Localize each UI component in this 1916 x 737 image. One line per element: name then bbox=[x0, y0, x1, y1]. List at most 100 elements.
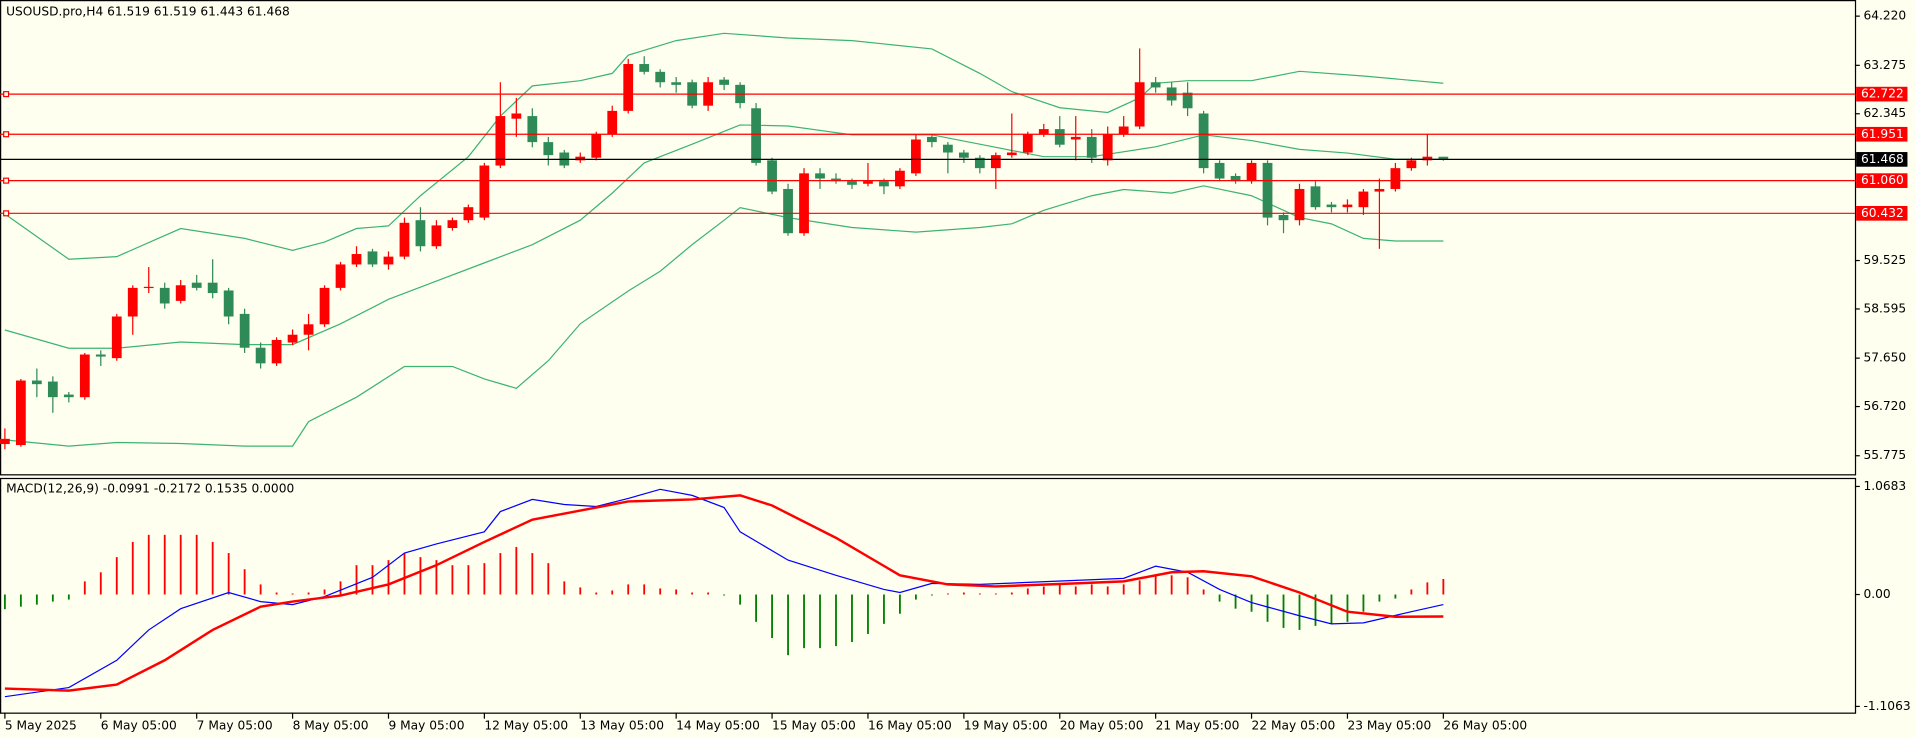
x-tick-label: 21 May 05:00 bbox=[1156, 718, 1240, 732]
candle-body bbox=[383, 256, 394, 265]
candle-body bbox=[847, 181, 857, 185]
x-tick-label: 26 May 05:00 bbox=[1443, 718, 1527, 732]
candle-body bbox=[879, 181, 889, 187]
candle-body bbox=[591, 134, 602, 158]
candle-body bbox=[527, 116, 538, 143]
candle-body bbox=[1198, 113, 1209, 169]
candle-body bbox=[799, 173, 809, 234]
candle-body bbox=[303, 324, 314, 335]
candle-body bbox=[942, 144, 953, 153]
price-label: 61.951 bbox=[1861, 127, 1904, 141]
candle-body bbox=[1406, 160, 1417, 169]
price-label: 61.468 bbox=[1861, 152, 1904, 166]
candle-body bbox=[990, 155, 1001, 169]
macd-panel-frame bbox=[0, 477, 1857, 714]
x-tick-label: 20 May 05:00 bbox=[1060, 718, 1144, 732]
macd-panel: 1.0683 0.00 -1.1063 bbox=[3, 479, 1911, 713]
candle-body bbox=[111, 316, 122, 359]
candle-body bbox=[671, 82, 682, 85]
candle-body bbox=[223, 290, 234, 317]
x-tick-label: 13 May 05:00 bbox=[580, 718, 664, 732]
x-tick-label: 5 May 2025 bbox=[5, 718, 77, 732]
candle-body bbox=[974, 157, 985, 169]
candle-body bbox=[127, 287, 138, 317]
candle-body bbox=[1262, 162, 1273, 218]
x-tick-label: 12 May 05:00 bbox=[484, 718, 568, 732]
candle-body bbox=[575, 156, 586, 161]
x-tick-label: 23 May 05:00 bbox=[1347, 718, 1431, 732]
candle-body bbox=[479, 165, 490, 218]
candle-body bbox=[1374, 188, 1385, 192]
candle-body bbox=[271, 339, 282, 364]
candle-body bbox=[207, 282, 218, 294]
candle-body bbox=[95, 354, 106, 357]
price-label: 61.060 bbox=[1861, 173, 1904, 187]
candle-body bbox=[1054, 129, 1065, 145]
candle-body bbox=[1150, 82, 1161, 88]
y-tick-label: 64.220 bbox=[1863, 9, 1906, 23]
x-tick-label: 9 May 05:00 bbox=[388, 718, 464, 732]
x-tick-label: 7 May 05:00 bbox=[197, 718, 273, 732]
candle-body bbox=[191, 282, 202, 288]
candle-body bbox=[1358, 191, 1369, 208]
candle-body bbox=[783, 188, 793, 234]
y-tick-label: 57.650 bbox=[1863, 351, 1906, 365]
candle-body bbox=[831, 178, 841, 182]
candle-body bbox=[958, 152, 969, 158]
candle-body bbox=[655, 71, 666, 83]
candle-body bbox=[1006, 152, 1017, 156]
candle-body bbox=[1182, 92, 1193, 109]
chart-title: USOUSD.pro,H4 61.519 61.519 61.443 61.46… bbox=[6, 5, 290, 19]
candle-body bbox=[895, 170, 905, 187]
candle-body bbox=[431, 225, 442, 247]
candle-body bbox=[815, 173, 825, 179]
y-tick-label: 63.275 bbox=[1863, 58, 1906, 72]
candle-body bbox=[1214, 162, 1225, 179]
price-label-box bbox=[1856, 126, 1908, 142]
candle-body bbox=[255, 347, 266, 364]
y-tick-label: 59.525 bbox=[1863, 253, 1906, 267]
candle-body bbox=[351, 254, 362, 265]
candle-body bbox=[143, 286, 154, 289]
x-tick-label: 14 May 05:00 bbox=[676, 718, 760, 732]
x-tick-label: 19 May 05:00 bbox=[964, 718, 1048, 732]
candle-body bbox=[911, 139, 921, 174]
candle-body bbox=[47, 381, 58, 398]
level-anchor bbox=[3, 177, 10, 184]
candle-body bbox=[607, 110, 618, 135]
x-tick-label: 16 May 05:00 bbox=[868, 718, 952, 732]
candle-body bbox=[863, 181, 873, 184]
candle-body bbox=[767, 160, 777, 192]
candle-body bbox=[1326, 204, 1337, 208]
candle-body bbox=[1438, 156, 1449, 160]
macd-title: MACD(12,26,9) -0.0991 -0.2172 0.1535 0.0… bbox=[6, 481, 294, 495]
candle-body bbox=[319, 287, 330, 325]
candle-body bbox=[623, 64, 634, 111]
price-label-box bbox=[1856, 173, 1908, 188]
bollinger-band bbox=[4, 185, 1444, 447]
candle-body bbox=[159, 287, 170, 304]
y-tick-label: 0.00 bbox=[1863, 587, 1890, 601]
candle-body bbox=[367, 251, 378, 265]
price-panel-frame bbox=[0, 0, 1857, 476]
price-label: 62.722 bbox=[1861, 87, 1904, 101]
price-label-box bbox=[1856, 205, 1908, 221]
candle-body bbox=[447, 220, 458, 229]
y-tick-label: 58.595 bbox=[1863, 301, 1906, 315]
candle-body bbox=[0, 438, 10, 445]
candle-body bbox=[1342, 204, 1353, 208]
candle-body bbox=[399, 222, 410, 257]
x-tick-label: 6 May 05:00 bbox=[101, 718, 177, 732]
signal-line bbox=[4, 494, 1444, 692]
candle-body bbox=[335, 264, 346, 288]
candle-body bbox=[15, 380, 26, 446]
level-anchor bbox=[3, 131, 10, 138]
candle-body bbox=[927, 136, 937, 143]
candle-body bbox=[1134, 82, 1145, 127]
candle-body bbox=[287, 334, 298, 343]
candle-body bbox=[415, 220, 426, 247]
candle-body bbox=[1086, 136, 1097, 158]
x-tick-label: 8 May 05:00 bbox=[293, 718, 369, 732]
